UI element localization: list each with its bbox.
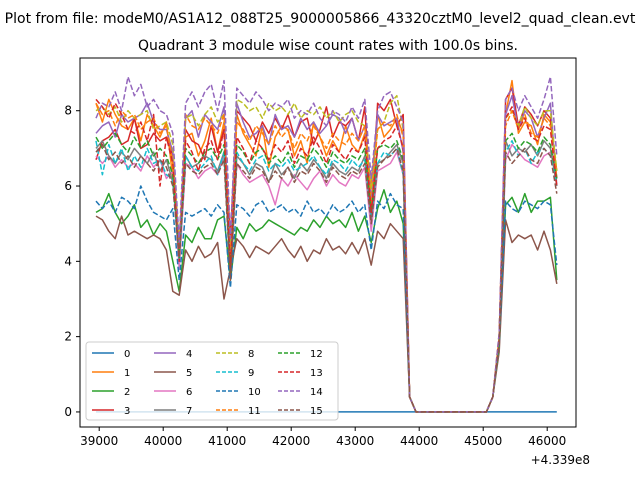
legend-label-4: 4 <box>186 349 192 360</box>
x-tick-label: 44000 <box>400 434 438 448</box>
x-tick-label: 46000 <box>528 434 566 448</box>
x-offset-label: +4.339e8 <box>531 453 590 467</box>
y-tick-label: 0 <box>64 405 72 419</box>
legend-label-2: 2 <box>124 387 130 398</box>
x-tick-label: 41000 <box>208 434 246 448</box>
legend-label-10: 10 <box>248 387 261 398</box>
x-tick-label: 45000 <box>464 434 502 448</box>
legend-label-9: 9 <box>248 368 254 379</box>
legend-label-5: 5 <box>186 368 192 379</box>
series-line-15 <box>95 143 558 413</box>
series-line-10 <box>95 185 558 413</box>
series-layer <box>95 76 558 413</box>
legend-label-15: 15 <box>310 406 323 417</box>
legend-label-11: 11 <box>248 406 261 417</box>
legend-label-3: 3 <box>124 406 130 417</box>
series-line-14 <box>95 76 558 413</box>
figure-suptitle: Plot from file: modeM0/AS1A12_088T25_900… <box>5 11 636 27</box>
legend-frame <box>85 341 339 421</box>
legend-label-12: 12 <box>310 349 323 360</box>
x-tick-label: 42000 <box>272 434 310 448</box>
y-tick-label: 6 <box>64 179 72 193</box>
legend-label-14: 14 <box>310 387 323 398</box>
series-line-8 <box>95 94 558 413</box>
x-tick-label: 40000 <box>144 434 182 448</box>
x-tick-label: 39000 <box>80 434 118 448</box>
legend-label-1: 1 <box>124 368 130 379</box>
y-tick-label: 8 <box>64 104 72 118</box>
x-tick-label: 43000 <box>336 434 374 448</box>
y-tick-label: 4 <box>64 254 72 268</box>
chart-title: Quadrant 3 module wise count rates with … <box>138 38 518 54</box>
legend-label-0: 0 <box>124 349 130 360</box>
legend-label-6: 6 <box>186 387 192 398</box>
legend-label-7: 7 <box>186 406 192 417</box>
legend-label-13: 13 <box>310 368 323 379</box>
y-tick-label: 2 <box>64 330 72 344</box>
axes-layer: 39000 40000 41000 42000 43000 44000 45000 46000… <box>64 104 566 448</box>
legend-label-8: 8 <box>248 349 254 360</box>
plot-area-frame <box>79 57 577 428</box>
